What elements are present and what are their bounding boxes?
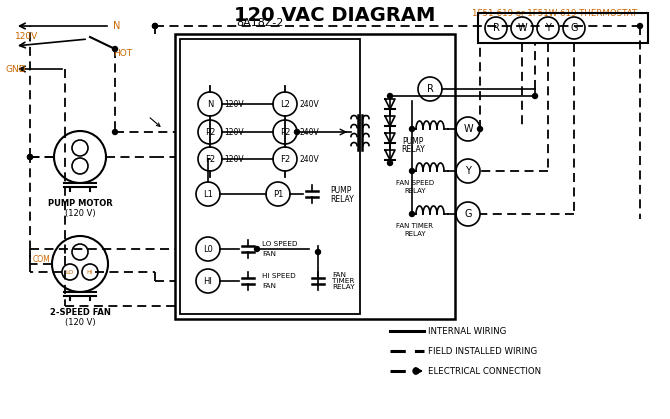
Text: N: N (207, 99, 213, 109)
Bar (180, 39, 360, 314)
Text: FAN SPEED: FAN SPEED (396, 180, 434, 186)
Circle shape (153, 23, 157, 28)
Text: 2-SPEED FAN: 2-SPEED FAN (50, 308, 111, 317)
Text: W: W (517, 23, 527, 33)
Text: 240V: 240V (299, 127, 319, 137)
Text: RELAY: RELAY (330, 194, 354, 204)
Text: INTERNAL WIRING: INTERNAL WIRING (428, 326, 507, 336)
Circle shape (387, 93, 393, 98)
Circle shape (533, 93, 537, 98)
Circle shape (409, 168, 415, 173)
Text: G: G (464, 209, 472, 219)
Text: 240V: 240V (299, 99, 319, 109)
Text: G: G (570, 23, 578, 33)
Text: Y: Y (465, 166, 471, 176)
Text: HI: HI (204, 277, 212, 285)
Circle shape (255, 246, 259, 251)
Text: LO: LO (66, 269, 74, 274)
Text: ELECTRICAL CONNECTION: ELECTRICAL CONNECTION (428, 367, 541, 375)
Circle shape (113, 129, 117, 134)
Circle shape (295, 129, 299, 134)
Circle shape (27, 155, 33, 160)
Text: 8A18Z-2: 8A18Z-2 (237, 18, 283, 28)
Text: L1: L1 (203, 189, 213, 199)
Text: FIELD INSTALLED WIRING: FIELD INSTALLED WIRING (428, 347, 537, 355)
Text: L2: L2 (280, 99, 290, 109)
Text: PUMP: PUMP (402, 137, 423, 145)
Text: 1F51-619 or 1F51W-619 THERMOSTAT: 1F51-619 or 1F51W-619 THERMOSTAT (472, 9, 638, 18)
Text: PUMP: PUMP (330, 186, 351, 194)
Text: Y: Y (545, 23, 551, 33)
Text: RELAY: RELAY (401, 145, 425, 153)
Text: F2: F2 (280, 155, 290, 163)
Text: W: W (463, 124, 473, 134)
Text: 120V: 120V (224, 99, 244, 109)
Text: FAN: FAN (332, 272, 346, 278)
Circle shape (637, 23, 643, 28)
Text: N: N (113, 21, 121, 31)
Text: FAN: FAN (262, 283, 276, 289)
Text: LO SPEED: LO SPEED (262, 241, 297, 247)
Circle shape (413, 368, 419, 374)
Text: TIMER: TIMER (332, 278, 354, 284)
Text: R: R (492, 23, 499, 33)
Bar (478, 13, 648, 43)
Text: (120 V): (120 V) (65, 318, 95, 327)
Text: RELAY: RELAY (404, 188, 426, 194)
Text: 120V: 120V (224, 155, 244, 163)
Text: P1: P1 (273, 189, 283, 199)
Text: P2: P2 (205, 127, 215, 137)
Text: 240V: 240V (299, 155, 319, 163)
Text: HI SPEED: HI SPEED (262, 273, 295, 279)
Text: HI: HI (86, 269, 93, 274)
Text: PUMP MOTOR: PUMP MOTOR (48, 199, 113, 208)
Circle shape (27, 155, 33, 160)
Text: 120V: 120V (224, 127, 244, 137)
Circle shape (113, 47, 117, 52)
Text: L0: L0 (203, 245, 213, 253)
Text: GND: GND (5, 65, 25, 73)
Text: 120 VAC DIAGRAM: 120 VAC DIAGRAM (234, 6, 436, 25)
Text: F2: F2 (205, 155, 215, 163)
Circle shape (409, 212, 415, 217)
Text: RELAY: RELAY (404, 231, 426, 237)
Text: FAN TIMER: FAN TIMER (397, 223, 433, 229)
Circle shape (478, 127, 482, 132)
Bar (175, 34, 455, 319)
Text: FAN: FAN (262, 251, 276, 257)
Text: 120V: 120V (15, 31, 38, 41)
Circle shape (316, 249, 320, 254)
Text: RELAY: RELAY (332, 284, 354, 290)
Text: R: R (427, 84, 433, 94)
Circle shape (153, 23, 157, 28)
Text: HOT: HOT (113, 49, 132, 57)
Text: P2: P2 (280, 127, 290, 137)
Text: COM: COM (32, 254, 50, 264)
Text: (120 V): (120 V) (65, 209, 95, 218)
Circle shape (409, 127, 415, 132)
Circle shape (387, 160, 393, 166)
